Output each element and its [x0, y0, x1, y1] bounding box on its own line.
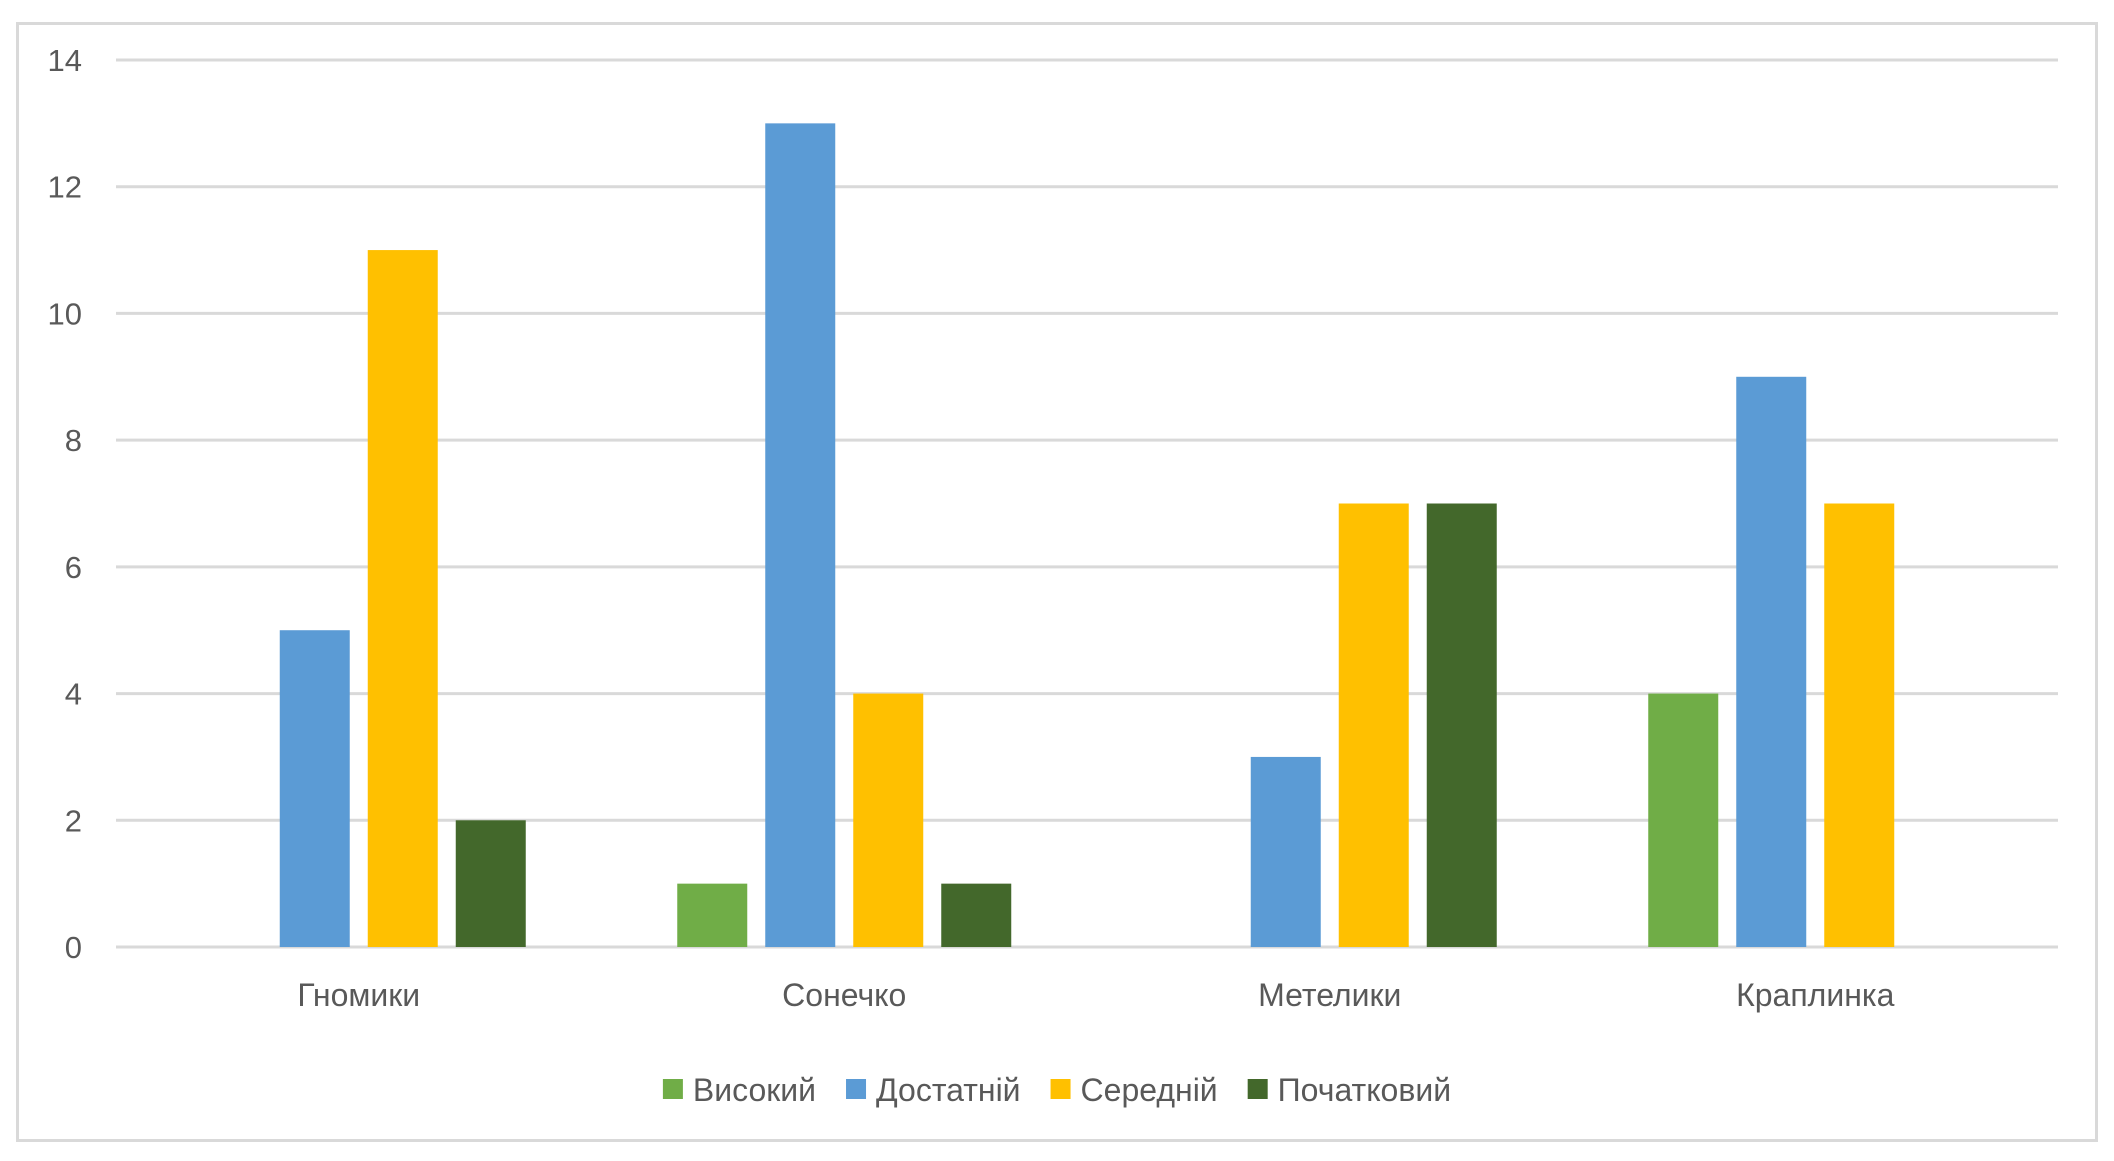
legend: Високий Достатній Середній Початковий	[662, 1072, 1451, 1108]
legend-swatch-Високий	[662, 1079, 683, 1099]
bar-Середній-Гномики	[367, 250, 438, 948]
x-category-label: Краплинка	[1736, 977, 1894, 1013]
x-category-label: Гномики	[297, 977, 420, 1013]
y-tick-label: 4	[65, 677, 82, 712]
bar-Середній-Краплинка	[1824, 503, 1895, 947]
x-category-label: Метелики	[1258, 977, 1401, 1013]
legend-swatch-Початковий	[1247, 1079, 1268, 1099]
gridlines	[116, 58, 2058, 949]
bar-Достатній-Гномики	[279, 630, 350, 947]
y-tick-label: 12	[48, 170, 82, 205]
bars	[279, 123, 1895, 948]
x-axis-category-labels: Гномики Сонечко Метелики Краплинка	[297, 977, 1894, 1013]
y-tick-label: 14	[48, 43, 82, 78]
legend-swatch-Достатній	[846, 1079, 867, 1099]
bar-Достатній-Метелики	[1250, 756, 1321, 947]
legend-label-Середній: Середній	[1081, 1072, 1218, 1108]
legend-swatch-Середній	[1050, 1079, 1071, 1099]
bar-Середній-Метелики	[1338, 503, 1409, 947]
x-category-label: Сонечко	[782, 977, 906, 1013]
y-axis-tick-labels: 0 2 4 6 8 10 12 14	[48, 43, 82, 965]
y-tick-label: 8	[65, 423, 82, 458]
legend-label-Високий: Високий	[693, 1072, 816, 1108]
bar-Початковий-Метелики	[1426, 503, 1497, 947]
legend-label-Початковий: Початковий	[1278, 1072, 1451, 1108]
bar-Високий-Краплинка	[1648, 693, 1719, 947]
bar-Високий-Сонечко	[677, 883, 748, 947]
y-tick-label: 2	[65, 803, 82, 838]
bar-Початковий-Сонечко	[941, 883, 1012, 947]
bar-Середній-Сонечко	[853, 693, 924, 947]
bar-Початковий-Гномики	[455, 820, 526, 947]
legend-label-Достатній: Достатній	[876, 1072, 1021, 1108]
bar-Достатній-Краплинка	[1736, 376, 1807, 947]
y-tick-label: 10	[48, 296, 82, 331]
bar-Достатній-Сонечко	[765, 123, 836, 948]
y-tick-label: 0	[65, 930, 82, 965]
y-tick-label: 6	[65, 550, 82, 585]
